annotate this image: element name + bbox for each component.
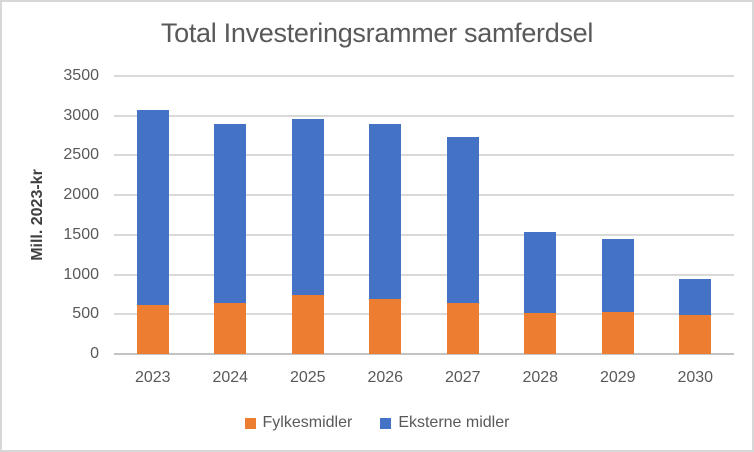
legend-label: Fylkesmidler: [262, 414, 353, 431]
x-label-2030: 2030: [677, 369, 714, 386]
gridline-3000: [114, 114, 734, 117]
bar-2024: [214, 123, 247, 354]
gridline-2000: [114, 194, 734, 197]
bar-2023: [136, 110, 169, 354]
bar-segment-2024-fylkesmidler: [214, 303, 247, 354]
bar-segment-2029-eksterne-midler: [601, 238, 634, 312]
plot-area: [114, 75, 734, 355]
bar-segment-2025-eksterne-midler: [291, 118, 324, 296]
bar-2029: [601, 238, 634, 354]
legend-item-fylkesmidler: Fylkesmidler: [244, 414, 353, 432]
y-axis-tick-labels: 0 500 1000 1500 2000 2500 3000 3500: [2, 67, 102, 362]
bar-2030: [679, 279, 712, 354]
bar-segment-2028-eksterne-midler: [524, 231, 557, 313]
x-label-2023: 2023: [134, 369, 171, 386]
x-axis-labels: 2023 2024 2025 2026 2027 2028 2029 2030: [114, 369, 734, 389]
bar-segment-2023-eksterne-midler: [136, 110, 169, 305]
y-tick-label-0: 0: [90, 345, 99, 362]
gridline-500: [114, 313, 734, 316]
bar-2028: [524, 231, 557, 354]
gridline-3500: [114, 75, 734, 77]
x-label-2025: 2025: [289, 369, 326, 386]
legend-item-eksterne-midler: Eksterne midler: [380, 414, 509, 432]
y-tick-label-3500: 3500: [63, 67, 99, 84]
gridline-0: [114, 353, 734, 355]
bar-segment-2023-fylkesmidler: [136, 304, 169, 354]
y-tick-label-1500: 1500: [63, 225, 99, 243]
bar-segment-2024-eksterne-midler: [214, 123, 247, 304]
y-tick-label-500: 500: [72, 305, 99, 323]
bar-segment-2027-eksterne-midler: [446, 137, 479, 304]
bar-segment-2026-fylkesmidler: [369, 299, 402, 354]
x-label-2028: 2028: [522, 369, 559, 386]
bar-segment-2028-fylkesmidler: [524, 312, 557, 354]
y-tick-label-2500: 2500: [63, 146, 99, 164]
gridline-1500: [114, 233, 734, 236]
chart-title: Total Investeringsrammer samferdsel: [160, 18, 594, 48]
legend-swatch-icon: [244, 417, 256, 429]
bar-2027: [446, 137, 479, 354]
bar-segment-2030-fylkesmidler: [679, 315, 712, 354]
bar-2025: [291, 118, 324, 354]
legend-label: Eksterne midler: [398, 414, 510, 431]
legend: Fylkesmidler Eksterne midler: [2, 414, 752, 432]
bar-segment-2026-eksterne-midler: [369, 123, 402, 300]
y-tick-label-1000: 1000: [63, 265, 99, 283]
gridline-2500: [114, 154, 734, 157]
x-label-2026: 2026: [367, 369, 404, 386]
x-label-2027: 2027: [444, 369, 481, 386]
bar-segment-2027-fylkesmidler: [446, 303, 479, 354]
bar-2026: [369, 123, 402, 354]
y-tick-label-2000: 2000: [63, 186, 99, 204]
bar-segment-2025-fylkesmidler: [291, 295, 324, 354]
bar-segment-2029-fylkesmidler: [601, 311, 634, 354]
bar-segment-2030-eksterne-midler: [679, 279, 712, 316]
x-label-2024: 2024: [212, 369, 249, 386]
y-tick-label-3000: 3000: [63, 106, 99, 124]
gridline-1000: [114, 273, 734, 276]
x-label-2029: 2029: [599, 369, 636, 386]
legend-swatch-icon: [380, 417, 392, 429]
